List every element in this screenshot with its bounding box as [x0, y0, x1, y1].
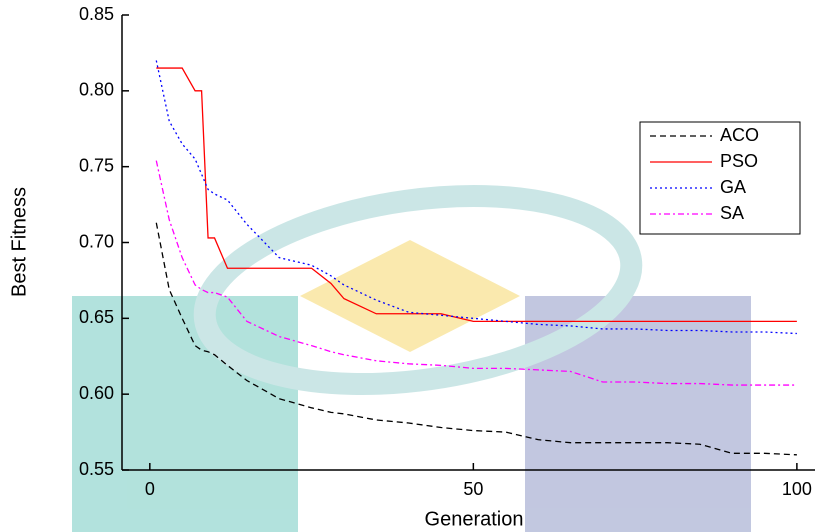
y-axis-label: Best Fitness [8, 187, 30, 297]
y-tick-label: 0.75 [79, 155, 114, 175]
x-axis-label: Generation [425, 508, 524, 530]
x-tick-label: 100 [782, 479, 812, 499]
page: {"chart_data": {"type": "line", "x_label… [0, 0, 830, 532]
legend-label: PSO [720, 151, 758, 171]
legend-label: GA [720, 177, 746, 197]
legend-label: SA [720, 203, 744, 223]
x-tick-label: 50 [463, 479, 483, 499]
y-tick-label: 0.60 [79, 383, 114, 403]
x-tick-label: 0 [145, 479, 155, 499]
y-tick-label: 0.80 [79, 80, 114, 100]
y-tick-label: 0.65 [79, 307, 114, 327]
legend-label: ACO [720, 125, 759, 145]
y-tick-label: 0.70 [79, 231, 114, 251]
y-tick-label: 0.85 [79, 4, 114, 24]
y-tick-label: 0.55 [79, 459, 114, 479]
watermark-block [72, 296, 298, 532]
watermark-diamond [300, 240, 520, 352]
chart: Generation Best Fitness 0.55 0.60 0.65 0.70… [0, 0, 830, 532]
